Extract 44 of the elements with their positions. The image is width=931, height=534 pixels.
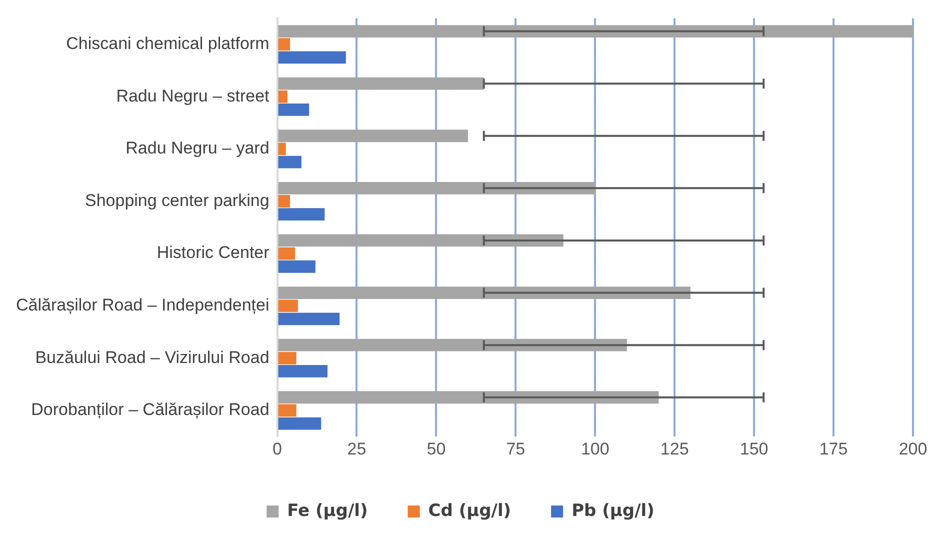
x-tick-label: 150	[740, 439, 768, 458]
bar	[278, 300, 298, 312]
bar	[278, 104, 310, 116]
bar	[278, 208, 325, 221]
x-tick-label: 0	[272, 439, 282, 458]
bar	[278, 25, 913, 38]
bar	[278, 234, 564, 247]
x-tick-label: 100	[580, 439, 610, 458]
bar	[278, 338, 627, 352]
x-tick-label: 25	[347, 439, 366, 458]
y-tick-label: Buzăului Road – Vizirului Road	[35, 348, 270, 367]
bar	[278, 142, 286, 156]
bar	[278, 417, 322, 430]
y-tick-label: Shopping center parking	[84, 190, 270, 210]
bar	[278, 38, 290, 51]
x-tick-label: 200	[898, 439, 928, 458]
bar	[278, 51, 346, 64]
legend-label: Fe (µg/l)	[287, 500, 368, 521]
bar	[278, 404, 296, 417]
x-tick-label: 175	[819, 439, 848, 458]
x-tick-label: 125	[660, 439, 689, 458]
bar	[278, 352, 296, 364]
bar	[278, 312, 340, 326]
y-tick-label: Historic Center	[156, 243, 270, 262]
bar	[278, 156, 302, 168]
y-tick-label: Radu Negru – street	[116, 86, 270, 106]
bar	[278, 286, 690, 299]
bar	[278, 247, 296, 260]
x-tick-label: 50	[426, 439, 446, 458]
legend-label: Pb (µg/l)	[572, 500, 654, 521]
x-tick-label: 75	[506, 439, 526, 458]
bar	[278, 260, 316, 273]
y-tick-label: Radu Negru – yard	[126, 138, 270, 158]
bar	[278, 195, 290, 208]
legend-label: Cd (µg/l)	[428, 500, 512, 521]
bar	[278, 365, 328, 378]
y-tick-label: Călărașilor Road – Independenței	[16, 296, 270, 315]
bar	[278, 182, 596, 194]
bar	[278, 391, 659, 404]
bar	[278, 77, 484, 90]
y-tick-label: Chiscani chemical platform	[66, 34, 270, 54]
y-tick-label: Dorobanților – Călărașilor Road	[31, 400, 270, 420]
bar	[278, 130, 468, 142]
bar	[278, 90, 288, 103]
